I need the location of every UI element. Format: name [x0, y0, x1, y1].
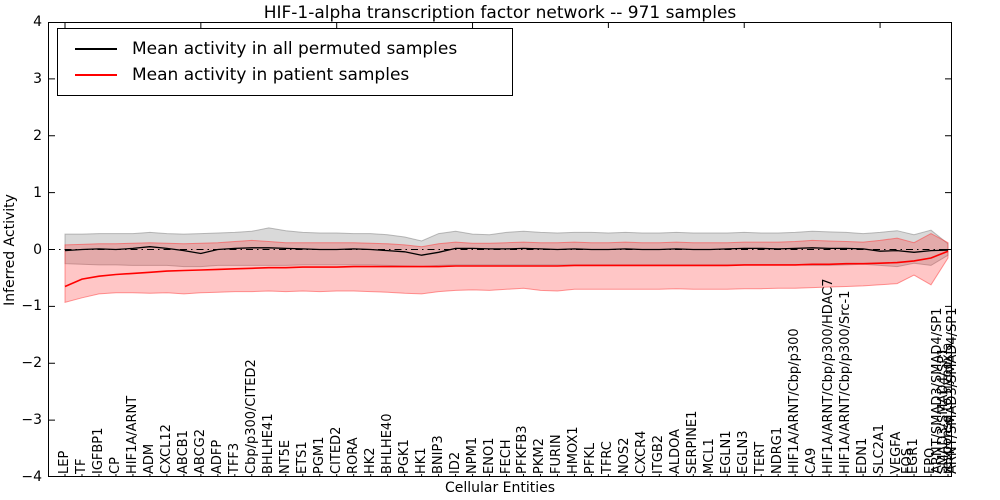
y-tick-label: 3 [33, 70, 42, 87]
patient-line-swatch [75, 74, 117, 76]
x-category-label: TERT [753, 441, 769, 474]
x-category-label: ADM [141, 443, 157, 474]
x-category-label: PGM1 [311, 436, 327, 474]
x-category-label: ENO1 [481, 437, 497, 474]
x-category-label: SLC2A1 [872, 423, 888, 474]
x-category-label: PGK1 [396, 439, 412, 474]
patient-mean-line [64, 250, 949, 288]
x-category-label: NDRG1 [770, 426, 786, 474]
x-category-label: PFKL [583, 442, 599, 474]
permuted-mean-line [64, 246, 949, 256]
legend-row-patient: Mean activity in patient samples [58, 62, 512, 88]
chart-title: HIF-1-alpha transcription factor network… [263, 3, 737, 23]
x-category-label: MCL1 [702, 438, 718, 474]
x-category-label: ABCG2 [192, 428, 208, 474]
x-category-label-overlap: FOS [900, 448, 915, 474]
x-category-label: CITED2 [328, 426, 344, 474]
x-category-label: ADFP [209, 439, 225, 474]
x-category-label: HMOX1 [566, 426, 582, 474]
x-category-label: HK2 [362, 447, 378, 474]
y-tick-label: 4 [33, 14, 42, 30]
x-category-label: PKM2 [532, 438, 548, 474]
patient-samples-range-band [64, 233, 949, 304]
x-category-label: CA9 [804, 447, 820, 474]
x-axis-label: Cellular Entities [444, 480, 556, 496]
y-tick-label: −2 [21, 355, 42, 372]
plot-area [48, 22, 952, 477]
x-category-label: HIF1A/ARNT/Cbp/p300 [787, 328, 803, 474]
y-tick-label: −4 [21, 469, 42, 485]
x-category-label: TFF3 [226, 442, 242, 474]
x-category-label: EDN1 [855, 437, 871, 474]
x-category-label: PFKFB3 [515, 425, 531, 474]
x-category-label: BNIP3 [430, 435, 446, 474]
x-category-label: LEP [57, 450, 72, 474]
x-category-label: FURIN [549, 434, 565, 474]
x-category-label: TFRC [600, 441, 616, 474]
permuted-line-swatch [75, 48, 117, 50]
legend-label-permuted: Mean activity in all permuted samples [132, 39, 458, 59]
x-category-label: NOS2 [617, 437, 633, 474]
x-category-label: EGLN1 [719, 430, 735, 474]
x-category-label: BHLHE41 [260, 413, 276, 474]
x-category-label: CXCR4 [634, 430, 650, 474]
y-tick-label: −3 [21, 412, 42, 429]
legend-label-patient: Mean activity in patient samples [132, 65, 410, 85]
x-category-label: RORA [345, 437, 361, 474]
y-tick-label: 0 [33, 241, 42, 258]
legend: Mean activity in all permuted samples Me… [57, 28, 513, 96]
x-category-label: ALDOA [668, 428, 684, 474]
x-category-label: HK1 [413, 447, 429, 474]
y-tick-label: 2 [33, 127, 42, 144]
x-category-label: ABCB1 [175, 430, 191, 474]
x-category-label: IGFBP1 [90, 427, 106, 474]
x-category-label: HIF1A/ARNT/Cbp/p300/HDAC7 [821, 278, 837, 474]
x-category-label: SERPINE1 [685, 410, 701, 474]
x-category-label: TF [73, 458, 89, 474]
x-category-label: HIF1A/ARNT [124, 395, 140, 474]
x-category-label-overlap: ARNT/SMAD3/SMAD4/SP1 [945, 307, 960, 474]
x-category-label: CP [107, 457, 123, 474]
x-category-label: FECH [498, 439, 514, 474]
x-category-label: ID2 [447, 451, 463, 474]
x-category-label: Cbp/p300/CITED2 [243, 359, 259, 474]
y-tick-label: 1 [33, 184, 42, 201]
legend-row-permuted: Mean activity in all permuted samples [58, 36, 512, 62]
y-tick-label: −1 [21, 298, 42, 315]
x-category-label: HIF1A/ARNT/Cbp/p300/Src-1 [838, 290, 854, 474]
x-category-label: NT5E [277, 439, 293, 474]
x-category-label: EGLN3 [736, 430, 752, 474]
x-category-label: NPM1 [464, 436, 480, 474]
axes-spines [48, 22, 952, 477]
x-category-label: BHLHE40 [379, 413, 395, 474]
x-category-label: ITGB2 [651, 434, 667, 474]
x-category-label: ETS1 [294, 441, 310, 474]
x-category-label: CXCL12 [158, 424, 174, 474]
